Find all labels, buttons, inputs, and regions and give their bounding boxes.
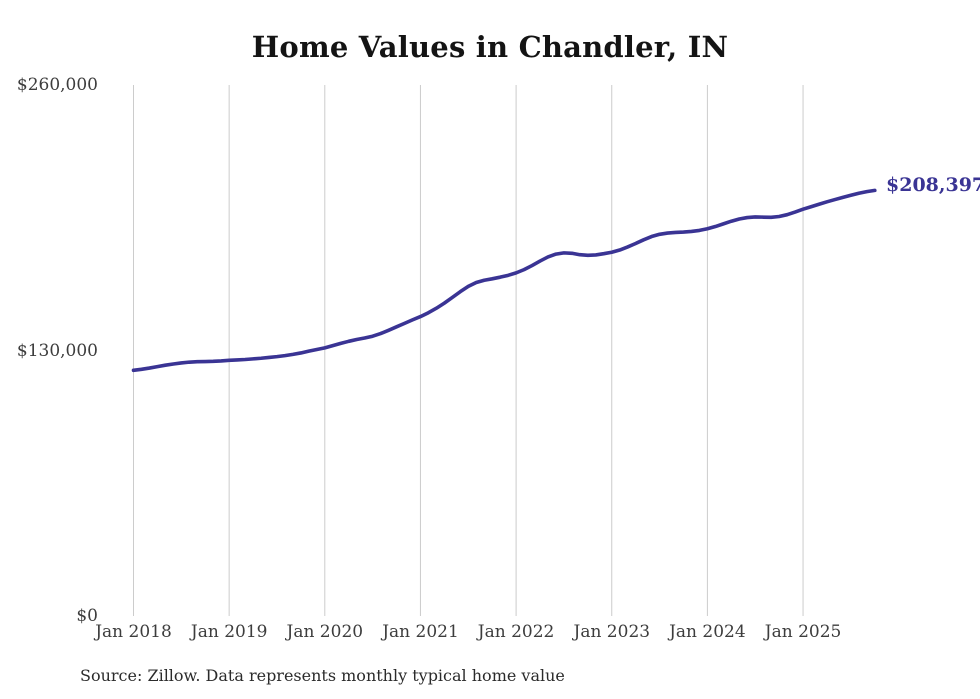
- x-axis-tick-label-2020: Jan 2020: [286, 622, 364, 642]
- x-axis-tick-label-2018: Jan 2018: [95, 622, 172, 642]
- home-value-line: [131, 188, 877, 373]
- x-axis-tick-label-2019: Jan 2019: [190, 622, 268, 642]
- y-axis-tick-label-130000: $130,000: [16, 341, 98, 361]
- x-axis-tick-label-2021: Jan 2021: [382, 622, 459, 642]
- x-axis-tick-label-2024: Jan 2024: [669, 622, 746, 642]
- latest-value-label: $208,397: [886, 174, 980, 196]
- x-axis-tick-label-2022: Jan 2022: [477, 622, 555, 642]
- y-axis-tick-label-0: $0: [76, 606, 98, 626]
- source-note: Source: Zillow. Data represents monthly …: [80, 666, 565, 685]
- chart-title: Home Values in Chandler, IN: [251, 30, 729, 64]
- x-axis-tick-label-2023: Jan 2023: [573, 622, 651, 642]
- y-axis-tick-label-260000: $260,000: [16, 75, 98, 95]
- x-axis-tick-label-2025: Jan 2025: [764, 622, 842, 642]
